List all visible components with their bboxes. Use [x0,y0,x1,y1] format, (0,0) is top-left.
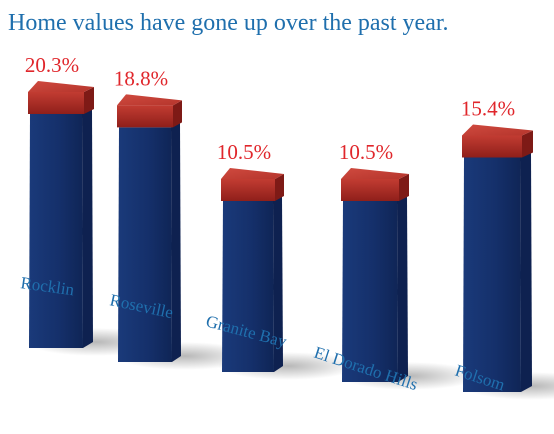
bar-folsom [462,124,533,392]
value-label: 20.3% [25,53,79,77]
value-label: 15.4% [461,97,515,121]
cap-top [341,168,409,179]
cap-front [221,179,275,201]
column-side [397,196,408,382]
bar-el-dorado-hills [341,168,409,382]
chart-title: Home values have gone up over the past y… [8,10,449,36]
cap-front [28,92,84,114]
value-label: 10.5% [339,140,393,164]
column-side [171,122,181,362]
value-label: 18.8% [114,66,168,90]
cap-top [462,124,533,136]
cap-top [117,94,182,106]
cap-side [84,87,94,114]
column-front [342,201,398,382]
column-front [222,201,274,372]
cap-side [399,174,409,201]
cap-side [173,100,182,128]
bar-roseville [117,94,182,362]
column-side [520,152,532,392]
bar-granite-bay [221,168,284,372]
cap-top [221,168,284,179]
cap-front [462,135,522,158]
cap-side [522,130,533,158]
cap-side [275,174,284,201]
column-front [29,114,83,348]
cap-top [28,81,94,92]
bar-rocklin [28,81,94,348]
column-front [118,127,172,362]
column-front [463,157,521,392]
cap-front [117,105,173,128]
column-side [82,109,93,348]
value-label: 10.5% [217,140,271,164]
cap-front [341,179,399,201]
column-side [273,196,283,372]
